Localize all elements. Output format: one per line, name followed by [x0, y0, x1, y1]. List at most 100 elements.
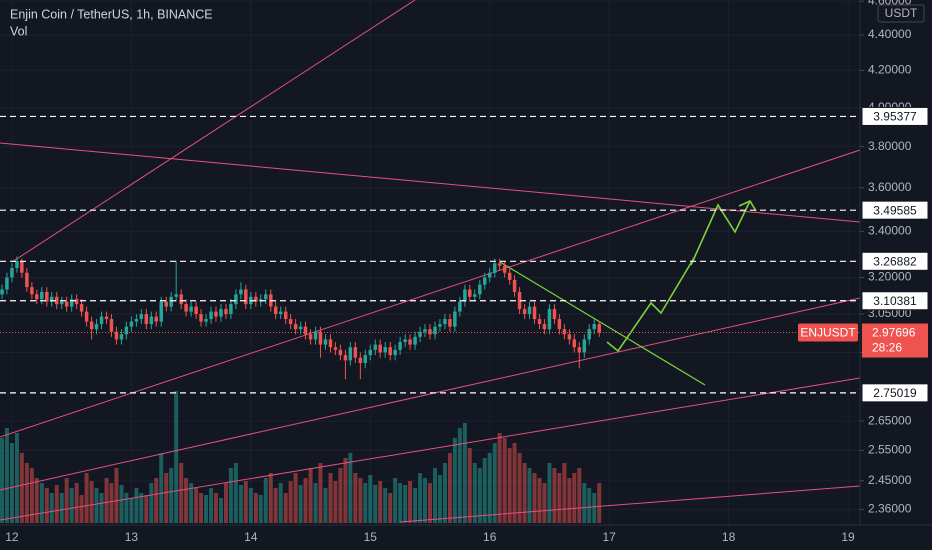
- x-tick-label: 16: [483, 530, 497, 544]
- volume-bar: [547, 463, 552, 523]
- candle-body: [273, 306, 278, 315]
- volume-bar: [318, 463, 323, 523]
- candle-body: [308, 334, 313, 340]
- volume-bar: [19, 453, 24, 523]
- volume-bar: [298, 485, 303, 523]
- volume-bar: [199, 493, 204, 523]
- volume-bar: [428, 483, 432, 523]
- level-label-box: [861, 106, 929, 126]
- candle-body: [154, 316, 158, 322]
- y-tick-label: 4.40000: [868, 27, 912, 41]
- candle-body: [522, 309, 527, 315]
- candle-body: [497, 263, 502, 266]
- candle-body: [408, 339, 412, 345]
- candle-body: [313, 331, 318, 340]
- volume-bar: [507, 448, 512, 523]
- y-tick-label: 3.80000: [868, 139, 912, 153]
- candle-body: [134, 319, 139, 322]
- candle-body: [478, 284, 482, 295]
- level-label-box: [861, 200, 929, 220]
- volume-bar: [378, 481, 383, 523]
- candle-body: [373, 344, 378, 350]
- candle-body: [348, 347, 353, 361]
- volume-bar: [179, 463, 184, 523]
- level-label-box: [861, 251, 929, 271]
- volume-bar: [124, 493, 129, 523]
- x-tick-label: 18: [722, 530, 736, 544]
- candle-body: [403, 339, 407, 343]
- candle-body: [418, 331, 422, 337]
- volume-bar: [228, 468, 233, 523]
- candle-body: [463, 289, 467, 302]
- volume-bar: [422, 478, 427, 523]
- volume-bar: [353, 473, 358, 523]
- green-trend-line: [499, 261, 706, 386]
- volume-bar: [154, 478, 159, 523]
- volume-bar: [403, 485, 408, 523]
- candle-body: [293, 324, 298, 330]
- candle-body: [278, 311, 283, 315]
- volume-bar: [502, 438, 507, 523]
- candle-body: [552, 309, 557, 320]
- axis-labels: 12 13 14 15 16 17 18 194.600004.400004.200004.0…: [5, 0, 911, 544]
- trend-line: [399, 485, 861, 523]
- candle-body: [328, 339, 333, 348]
- volume-bar: [497, 433, 502, 523]
- candle-body: [577, 347, 582, 353]
- candle-body: [199, 314, 203, 322]
- volume-bar: [54, 485, 59, 523]
- volume-bar: [442, 463, 447, 523]
- volume-bar: [189, 483, 194, 523]
- candle-body: [587, 329, 591, 340]
- candle-body: [10, 268, 14, 278]
- candle-body: [413, 336, 417, 345]
- volume-bar: [104, 478, 109, 523]
- candle-body: [129, 321, 134, 327]
- candle-body: [453, 311, 457, 327]
- volume-bar: [582, 483, 587, 523]
- price-axis: [860, 0, 932, 550]
- candle-body: [194, 306, 198, 315]
- candle-body: [45, 291, 49, 302]
- volume-bar: [24, 463, 29, 523]
- candle-body: [234, 294, 238, 305]
- volume-bar: [388, 493, 393, 523]
- volume-bar: [99, 493, 104, 523]
- currency: USDT: [885, 6, 918, 20]
- volume-bar: [358, 478, 363, 523]
- candle-body: [333, 347, 338, 350]
- candle-body: [184, 304, 188, 312]
- volume-bar: [447, 453, 452, 523]
- level-label: 3.10381: [873, 294, 917, 308]
- candle-body: [517, 291, 522, 310]
- volume-bar: [258, 495, 263, 523]
- volume-bar: [84, 473, 89, 523]
- volume-bar: [0, 438, 5, 523]
- volume-bar: [562, 463, 567, 523]
- last-price-label: 2.97696: [872, 326, 916, 340]
- volume-bar: [139, 493, 144, 523]
- volume-bar: [64, 478, 69, 523]
- volume-bar: [223, 483, 228, 523]
- volume-bar: [119, 485, 124, 523]
- candle-body: [79, 304, 84, 312]
- volume-bar: [278, 483, 283, 523]
- candle-body: [438, 324, 442, 327]
- candle-body: [423, 329, 427, 332]
- candle-body: [298, 326, 303, 330]
- candle-body: [49, 296, 54, 302]
- volume-bar: [348, 453, 353, 523]
- candle-body: [597, 324, 601, 333]
- candle-body: [54, 296, 59, 305]
- candle-body: [119, 334, 124, 340]
- x-tick-label: 13: [125, 530, 139, 544]
- volume-bar: [14, 433, 19, 523]
- volume-bar: [39, 483, 44, 523]
- candle-body: [562, 329, 567, 335]
- candle-body: [124, 326, 129, 335]
- volume-bar: [477, 468, 482, 523]
- volume-bar: [49, 493, 54, 523]
- candle-body: [363, 355, 368, 364]
